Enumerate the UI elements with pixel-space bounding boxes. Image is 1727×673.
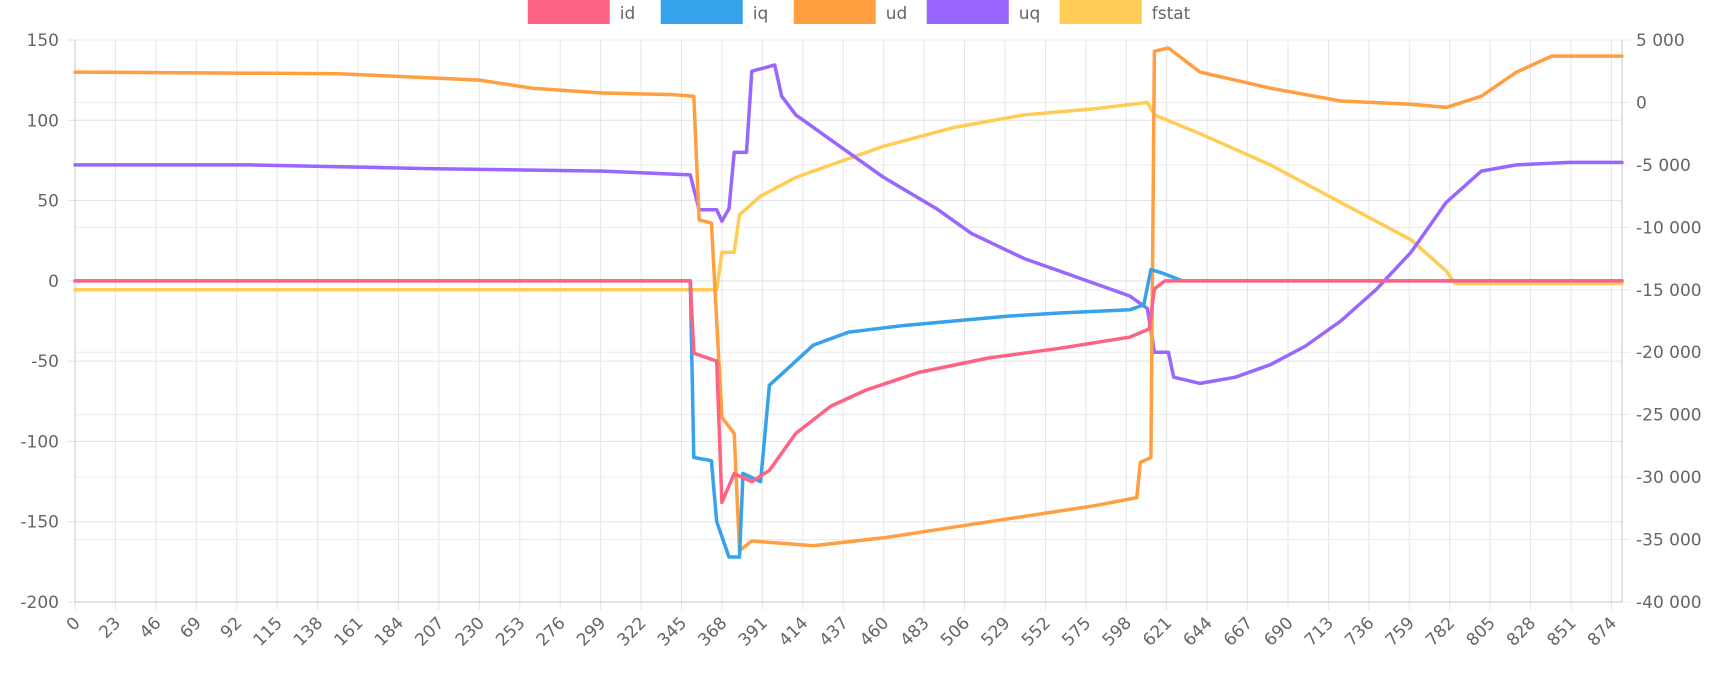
grid — [67, 39, 1630, 610]
legend-item-iq[interactable]: iq — [660, 0, 769, 24]
x-tick-label: 598 — [1099, 613, 1136, 650]
right-y-tick-label: 0 — [1636, 93, 1647, 113]
x-tick-label: 184 — [371, 613, 408, 650]
left-y-tick-label: -150 — [20, 513, 59, 533]
legend-swatch-uq — [926, 0, 1009, 24]
left-y-tick-label: -50 — [31, 352, 59, 372]
x-tick-label: 552 — [1018, 613, 1055, 650]
x-tick-label: 161 — [330, 613, 367, 650]
x-tick-label: 805 — [1463, 613, 1500, 650]
x-tick-label: 345 — [654, 613, 691, 650]
x-tick-label: 621 — [1139, 613, 1176, 650]
x-tick-label: 713 — [1301, 613, 1338, 650]
right-y-tick-label: -5 000 — [1636, 156, 1691, 176]
right-y-tick-label: -10 000 — [1636, 218, 1702, 238]
legend-item-ud[interactable]: ud — [793, 0, 908, 24]
x-tick-label: 23 — [96, 613, 125, 642]
x-tick-label: 69 — [176, 613, 205, 642]
x-tick-label: 851 — [1543, 613, 1580, 650]
x-tick-label: 391 — [735, 613, 772, 650]
x-tick-label: 368 — [694, 613, 731, 650]
x-tick-label: 437 — [816, 613, 853, 650]
right-y-tick-label: -25 000 — [1636, 406, 1702, 426]
x-tick-label: 299 — [573, 613, 610, 650]
x-tick-label: 207 — [411, 613, 448, 650]
x-tick-label: 667 — [1220, 613, 1257, 650]
x-tick-label: 483 — [897, 613, 934, 650]
x-tick-label: 230 — [452, 613, 489, 650]
legend-swatch-ud — [793, 0, 876, 24]
right-y-tick-label: -35 000 — [1636, 531, 1702, 551]
x-tick-label: 322 — [614, 613, 651, 650]
x-tick-label: 644 — [1180, 613, 1217, 650]
legend-label-uq: uq — [1019, 4, 1041, 24]
x-tick-label: 506 — [937, 613, 974, 650]
right-y-tick-label: -30 000 — [1636, 468, 1702, 488]
legend-swatch-fstat — [1059, 0, 1142, 24]
series-line-ud — [73, 46, 1624, 553]
x-tick-label: 253 — [492, 613, 529, 650]
legend-item-id[interactable]: id — [527, 0, 636, 24]
left-y-tick-label: -100 — [20, 432, 59, 452]
x-tick-label: 782 — [1422, 613, 1459, 650]
right-y-axis: 5 000 0 -5 000 -10 000 -15 000 -20 000 -25 000… — [1636, 31, 1702, 613]
legend-label-iq: iq — [753, 4, 769, 24]
right-y-tick-label: -20 000 — [1636, 343, 1702, 363]
x-tick-label: 736 — [1341, 613, 1378, 650]
series-line-id — [73, 279, 1624, 505]
legend-swatch-id — [527, 0, 610, 24]
legend-label-fstat: fstat — [1152, 4, 1191, 24]
x-tick-label: 828 — [1503, 613, 1540, 650]
x-tick-label: 414 — [775, 613, 812, 650]
x-tick-label: 529 — [977, 613, 1014, 650]
left-y-tick-label: 0 — [48, 272, 59, 292]
x-tick-label: 138 — [290, 613, 327, 650]
right-y-tick-label: 5 000 — [1636, 31, 1685, 51]
legend-item-uq[interactable]: uq — [926, 0, 1041, 24]
series-lines — [73, 46, 1624, 559]
left-y-tick-label: -200 — [20, 593, 59, 613]
left-y-tick-label: 50 — [37, 192, 59, 212]
x-axis: 0 23 46 69 92 115 138 161 184 207 230 253 276 299 322 3… — [63, 613, 1621, 650]
x-tick-label: 115 — [250, 613, 287, 650]
legend-label-id: id — [620, 4, 636, 24]
x-tick-label: 759 — [1382, 613, 1419, 650]
left-y-tick-label: 100 — [27, 111, 59, 131]
right-y-tick-label: -40 000 — [1636, 593, 1702, 613]
x-tick-label: 874 — [1584, 613, 1621, 650]
x-tick-label: 92 — [217, 613, 246, 642]
left-y-axis: 150 100 50 0 -50 -100 -150 -200 — [20, 31, 59, 613]
legend-label-ud: ud — [886, 4, 908, 24]
series-line-iq — [73, 267, 1624, 559]
x-tick-label: 690 — [1260, 613, 1297, 650]
x-tick-label: 460 — [856, 613, 893, 650]
x-tick-label: 0 — [63, 613, 85, 635]
x-tick-label: 276 — [533, 613, 570, 650]
series-line-uq — [73, 63, 1624, 386]
series-line-fstat — [73, 100, 1624, 292]
x-tick-label: 575 — [1058, 613, 1095, 650]
right-y-tick-label: -15 000 — [1636, 281, 1702, 301]
left-y-tick-label: 150 — [27, 31, 59, 51]
x-tick-label: 46 — [136, 613, 165, 642]
legend-swatch-iq — [660, 0, 743, 24]
legend-item-fstat[interactable]: fstat — [1059, 0, 1191, 24]
legend[interactable]: id iq ud uq fstat — [527, 0, 1191, 24]
